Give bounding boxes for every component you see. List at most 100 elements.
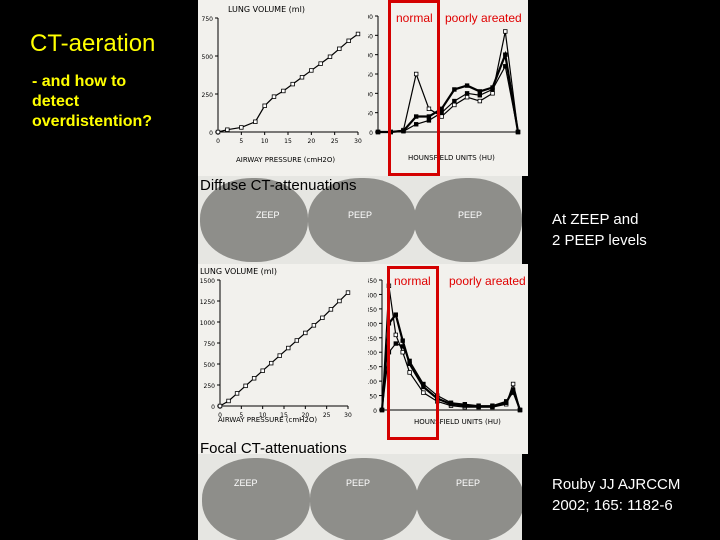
data-point bbox=[345, 290, 351, 295]
x-tick-label: 5 bbox=[239, 138, 243, 145]
top-charts-panel: LUNG VOLUME (ml) AIRWAY PRESSURE (cmH2O)… bbox=[198, 0, 528, 176]
data-point bbox=[477, 98, 483, 104]
y-tick-label: 150 bbox=[368, 72, 373, 79]
data-point bbox=[476, 403, 481, 408]
data-point bbox=[439, 114, 444, 119]
y-tick-label: 250 bbox=[368, 33, 373, 40]
data-point bbox=[318, 61, 323, 66]
top-pv-xlabel: AIRWAY PRESSURE (cmH2O) bbox=[236, 156, 335, 164]
data-point bbox=[477, 93, 483, 98]
data-point bbox=[379, 407, 385, 413]
x-tick-label: 0 bbox=[218, 412, 222, 419]
data-point bbox=[346, 38, 351, 43]
top-pv-ylabel: LUNG VOLUME (ml) bbox=[228, 5, 305, 14]
x-tick-label: 10 bbox=[259, 412, 267, 419]
y-tick-label: 200 bbox=[368, 350, 377, 357]
y-tick-label: 1000 bbox=[200, 320, 215, 327]
data-point bbox=[413, 71, 419, 77]
top-ct-scans: ZEEP PEEP PEEP bbox=[198, 176, 522, 264]
data-point bbox=[452, 87, 457, 92]
data-point bbox=[503, 64, 508, 69]
slide-title: CT-aeration bbox=[30, 30, 156, 57]
data-point bbox=[464, 83, 470, 88]
top-hist-xlabel: HOUNSFIELD UNITS (HU) bbox=[408, 154, 495, 162]
data-point bbox=[503, 29, 508, 34]
data-point bbox=[226, 398, 231, 404]
data-point bbox=[355, 31, 361, 37]
x-tick-label: 30 bbox=[344, 412, 352, 419]
data-point bbox=[281, 88, 286, 94]
y-tick-label: 50 bbox=[368, 111, 373, 118]
ct-scan-image bbox=[310, 458, 418, 540]
data-point bbox=[286, 345, 291, 351]
citation-line: Rouby JJ AJRCCM bbox=[552, 476, 681, 493]
data-point bbox=[239, 125, 244, 130]
bottom-hist-xlabel: HOUNSFIELD UNITS (HU) bbox=[414, 418, 501, 426]
x-tick-label: 5 bbox=[239, 412, 243, 419]
ct-tag: PEEP bbox=[458, 210, 483, 220]
y-tick-label: 250 bbox=[204, 383, 216, 390]
data-point bbox=[490, 87, 495, 92]
bottom-pressure-volume-chart: LUNG VOLUME (ml) AIRWAY PRESSURE (cmH2O)… bbox=[200, 267, 352, 424]
data-point bbox=[490, 403, 495, 408]
top-hounsfield-histogram: HOUNSFIELD UNITS (HU) 300 250 200 150 100 50 0 bbox=[368, 14, 521, 162]
bottom-pv-ylabel: LUNG VOLUME (ml) bbox=[200, 267, 277, 276]
data-point bbox=[327, 54, 333, 59]
diffuse-label: Diffuse CT-attenuations bbox=[200, 177, 357, 194]
x-tick-label: 15 bbox=[280, 412, 288, 419]
citation-line: 2002; 165: 1182-6 bbox=[552, 497, 673, 514]
data-point bbox=[439, 110, 444, 115]
y-tick-label: 350 bbox=[368, 307, 377, 314]
y-tick-label: 0 bbox=[373, 408, 377, 415]
x-tick-label: 0 bbox=[216, 138, 220, 145]
right-note-line: At ZEEP and bbox=[552, 211, 639, 228]
top-pressure-volume-chart: LUNG VOLUME (ml) AIRWAY PRESSURE (cmH2O)… bbox=[202, 5, 362, 164]
data-point bbox=[375, 129, 381, 135]
data-point bbox=[234, 391, 240, 396]
x-tick-label: 25 bbox=[331, 138, 339, 145]
data-point bbox=[337, 46, 342, 51]
x-tick-label: 10 bbox=[261, 138, 269, 145]
data-point bbox=[262, 103, 267, 108]
right-note-line: 2 PEEP levels bbox=[552, 232, 647, 249]
x-tick-label: 20 bbox=[302, 412, 310, 419]
citation: Rouby JJ AJRCCM 2002; 165: 1182-6 bbox=[552, 474, 680, 516]
data-point bbox=[393, 312, 398, 317]
y-tick-label: 150 bbox=[368, 365, 377, 372]
data-point bbox=[413, 122, 419, 127]
top-normal-highlight-box bbox=[388, 0, 440, 176]
y-tick-label: 300 bbox=[368, 321, 377, 328]
ct-scan-image bbox=[202, 458, 310, 540]
right-note: At ZEEP and 2 PEEP levels bbox=[552, 209, 647, 251]
series-line bbox=[217, 33, 359, 133]
top-normal-label: normal bbox=[396, 11, 433, 25]
y-tick-label: 100 bbox=[368, 379, 377, 386]
data-point bbox=[407, 358, 412, 364]
focal-label: Focal CT-attenuations bbox=[200, 440, 347, 457]
data-point bbox=[320, 315, 325, 320]
x-tick-label: 20 bbox=[308, 138, 316, 145]
series-line bbox=[380, 312, 522, 411]
data-point bbox=[413, 114, 419, 119]
y-tick-label: 1500 bbox=[200, 278, 215, 285]
bottom-ct-scans: ZEEP PEEP PEEP bbox=[198, 454, 522, 540]
bottom-charts-panel: LUNG VOLUME (ml) AIRWAY PRESSURE (cmH2O)… bbox=[198, 264, 528, 454]
y-tick-label: 250 bbox=[368, 336, 377, 343]
ct-scan-image bbox=[414, 178, 522, 262]
data-point bbox=[510, 390, 516, 395]
x-tick-label: 15 bbox=[284, 138, 292, 145]
data-point bbox=[503, 399, 509, 404]
top-poorly-aerated-label: poorly areated bbox=[445, 11, 522, 25]
subtitle-line: detect bbox=[32, 93, 80, 110]
data-point bbox=[401, 129, 406, 134]
data-point bbox=[426, 118, 432, 123]
y-tick-label: 1250 bbox=[200, 299, 215, 306]
data-point bbox=[271, 94, 277, 99]
x-tick-label: 25 bbox=[323, 412, 331, 419]
data-point bbox=[243, 383, 248, 389]
y-tick-label: 450 bbox=[368, 278, 377, 285]
data-point bbox=[294, 338, 299, 343]
y-tick-label: 300 bbox=[368, 14, 373, 21]
data-point bbox=[290, 81, 295, 87]
data-point bbox=[515, 129, 521, 135]
